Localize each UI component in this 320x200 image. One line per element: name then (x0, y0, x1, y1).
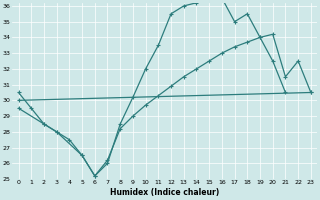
X-axis label: Humidex (Indice chaleur): Humidex (Indice chaleur) (110, 188, 219, 197)
